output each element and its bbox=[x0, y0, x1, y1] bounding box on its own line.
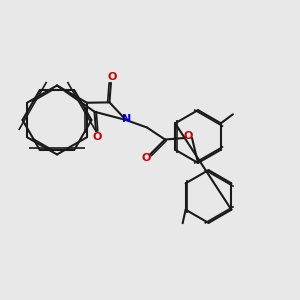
Text: N: N bbox=[122, 114, 131, 124]
Text: O: O bbox=[92, 132, 102, 142]
Text: O: O bbox=[183, 131, 193, 141]
Text: O: O bbox=[107, 73, 116, 82]
Text: O: O bbox=[141, 153, 151, 163]
